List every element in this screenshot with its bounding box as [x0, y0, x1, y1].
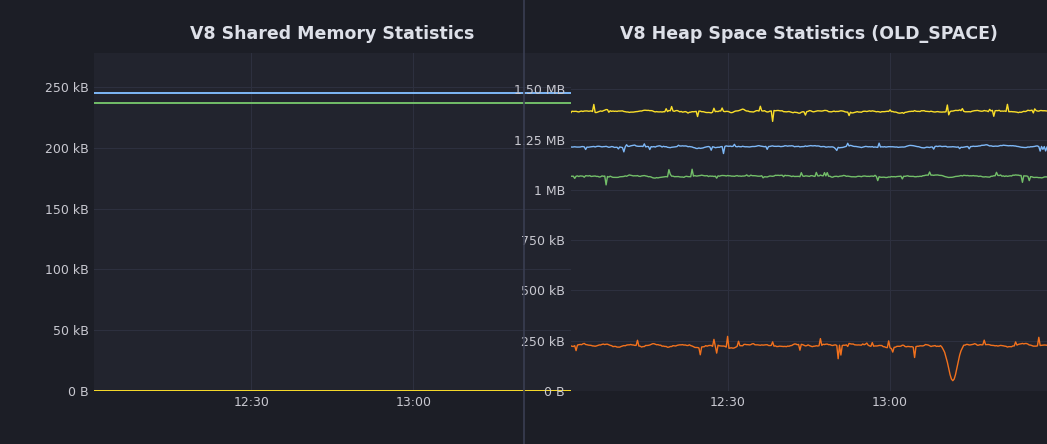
Legend: used, total, physical: used, total, physical: [641, 57, 748, 134]
Title: V8 Heap Space Statistics (OLD_SPACE): V8 Heap Space Statistics (OLD_SPACE): [620, 25, 998, 44]
Title: V8 Shared Memory Statistics: V8 Shared Memory Statistics: [191, 25, 474, 44]
